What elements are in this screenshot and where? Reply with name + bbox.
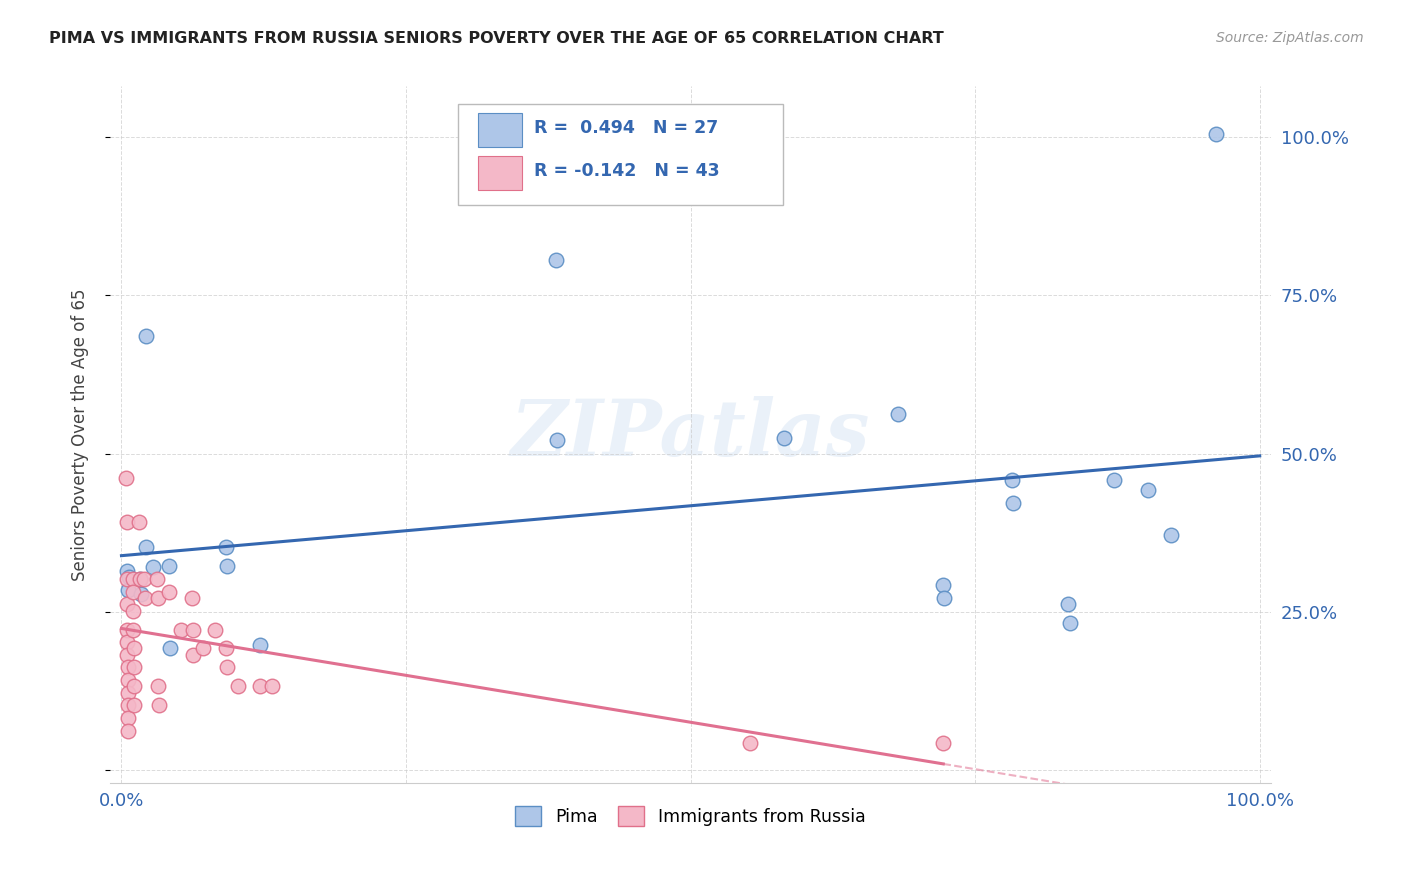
Point — [934, 591, 956, 605]
Point — [181, 591, 204, 605]
Point — [117, 723, 139, 738]
Text: R =  0.494   N = 27: R = 0.494 N = 27 — [534, 120, 718, 137]
Point — [260, 680, 283, 694]
Text: R = -0.142   N = 43: R = -0.142 N = 43 — [534, 162, 720, 180]
Point — [134, 572, 156, 586]
Point — [157, 559, 180, 574]
Text: Source: ZipAtlas.com: Source: ZipAtlas.com — [1216, 31, 1364, 45]
Point — [146, 680, 169, 694]
Point — [932, 736, 955, 750]
Legend: Pima, Immigrants from Russia: Pima, Immigrants from Russia — [508, 799, 873, 833]
Point — [115, 572, 138, 586]
Point — [135, 540, 157, 554]
Point — [128, 572, 150, 586]
Point — [117, 660, 139, 674]
Point — [1102, 473, 1125, 487]
Point — [1205, 127, 1227, 141]
Text: ZIPatlas: ZIPatlas — [510, 396, 870, 473]
Point — [115, 623, 138, 637]
Point — [122, 660, 145, 674]
Point — [1000, 473, 1022, 487]
Point — [1137, 483, 1160, 498]
Point — [146, 591, 169, 605]
Point — [117, 582, 139, 597]
Point — [181, 648, 204, 662]
Point — [115, 564, 138, 578]
Point — [546, 433, 568, 447]
Point — [117, 698, 139, 713]
Point — [215, 641, 238, 656]
Point — [122, 680, 145, 694]
Text: PIMA VS IMMIGRANTS FROM RUSSIA SENIORS POVERTY OVER THE AGE OF 65 CORRELATION CH: PIMA VS IMMIGRANTS FROM RUSSIA SENIORS P… — [49, 31, 943, 46]
Point — [115, 470, 138, 484]
FancyBboxPatch shape — [458, 103, 783, 205]
Point — [1057, 597, 1080, 611]
Point — [121, 572, 143, 586]
Y-axis label: Seniors Poverty Over the Age of 65: Seniors Poverty Over the Age of 65 — [72, 288, 89, 581]
Point — [169, 623, 191, 637]
Point — [128, 515, 150, 529]
Point — [122, 698, 145, 713]
Point — [157, 584, 180, 599]
Point — [121, 623, 143, 637]
Point — [117, 711, 139, 725]
Point — [193, 641, 215, 656]
Point — [217, 559, 239, 574]
Point — [887, 407, 910, 421]
Point — [117, 673, 139, 687]
Point — [121, 584, 143, 599]
Point — [249, 680, 271, 694]
Point — [215, 540, 238, 554]
FancyBboxPatch shape — [478, 112, 522, 147]
Point — [115, 515, 138, 529]
Point — [738, 736, 761, 750]
Point — [118, 570, 141, 584]
Point — [117, 686, 139, 700]
Point — [159, 640, 181, 655]
Point — [142, 560, 165, 574]
Point — [148, 698, 170, 713]
Point — [121, 603, 143, 617]
Point — [134, 591, 156, 605]
Point — [1001, 496, 1024, 510]
Point — [773, 431, 796, 445]
Point — [115, 597, 138, 611]
Point — [145, 572, 167, 586]
Point — [204, 623, 226, 637]
Point — [217, 660, 239, 674]
Point — [128, 572, 150, 586]
Point — [1059, 616, 1081, 631]
Point — [932, 578, 955, 592]
Point — [1160, 527, 1182, 541]
Point — [249, 638, 271, 652]
Point — [129, 587, 152, 601]
Point — [546, 253, 568, 268]
Point — [122, 641, 145, 656]
Point — [226, 680, 249, 694]
Point — [115, 648, 138, 662]
Point — [135, 329, 157, 343]
Point — [181, 623, 204, 637]
FancyBboxPatch shape — [478, 156, 522, 191]
Point — [115, 635, 138, 649]
